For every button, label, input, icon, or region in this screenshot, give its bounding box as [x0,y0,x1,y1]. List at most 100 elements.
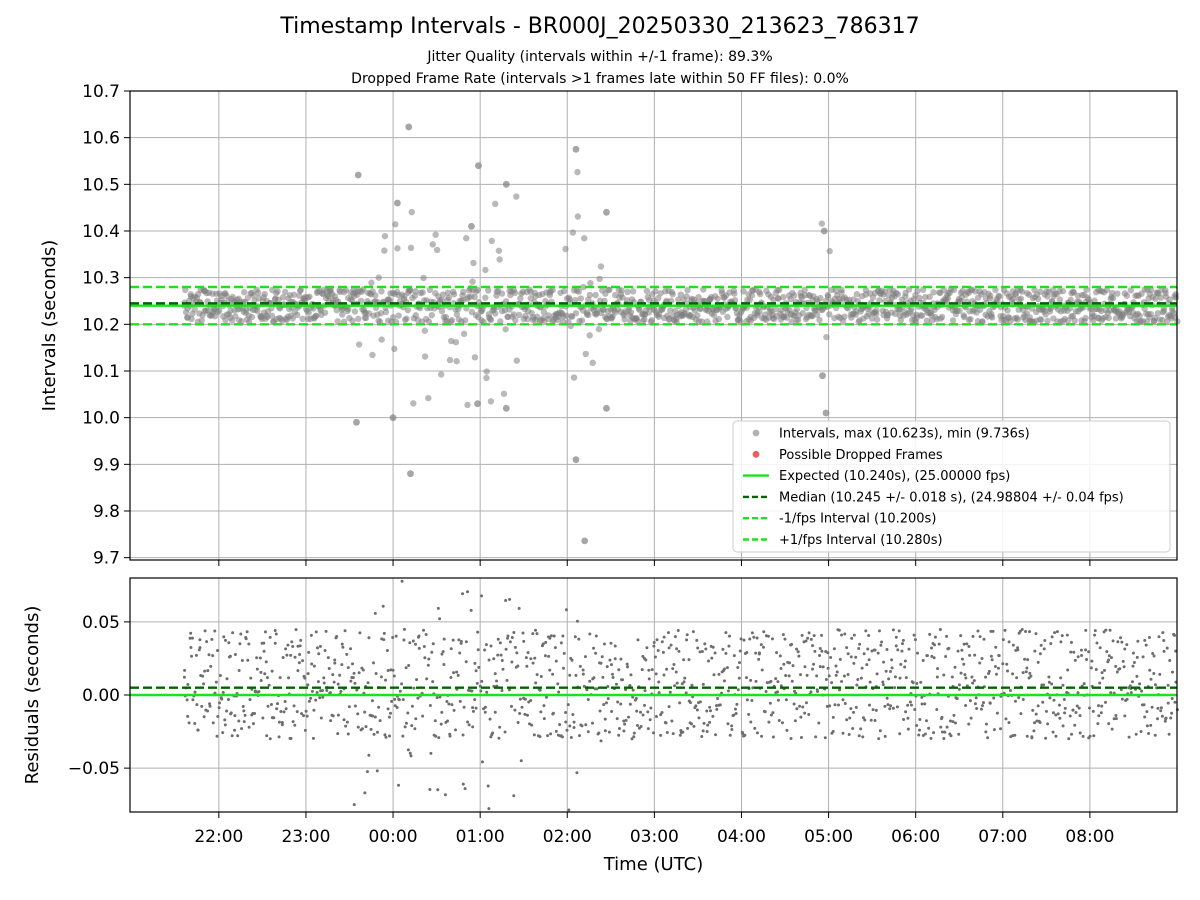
residual-point [749,720,753,724]
interval-point [923,317,931,324]
x-tick-label: 05:00 [804,827,853,847]
residual-point [312,708,316,712]
interval-point [597,263,605,270]
residual-point [367,753,371,757]
interval-point [289,315,296,322]
residual-point [259,679,263,683]
residual-point [1050,682,1054,686]
interval-point [577,295,585,302]
residual-point [1073,658,1077,662]
residual-point [464,660,468,664]
residual-point [1148,668,1152,672]
residual-point [890,658,894,662]
residual-point [364,725,368,729]
interval-point [561,287,568,295]
residual-point [639,724,643,728]
residual-point [1032,729,1036,733]
residual-point [592,646,596,650]
residual-point [247,642,251,646]
residual-point [518,711,522,715]
residual-point [641,654,645,658]
residual-point [943,730,947,734]
residual-point [734,711,738,715]
residual-point [609,641,613,645]
residual-point [1110,727,1114,731]
residual-point [717,672,721,676]
interval-point [621,316,628,323]
residual-point [925,654,929,658]
residual-point [956,649,960,653]
residual-point [615,717,619,721]
residual-point [988,701,992,705]
residual-point [968,699,972,703]
residual-point [414,642,418,646]
residual-point [682,680,686,684]
residual-point [253,712,257,716]
residual-point [390,699,394,703]
interval-outlier-point [389,414,397,422]
residual-point [1013,733,1017,737]
residual-point [676,628,680,632]
residual-point [1173,633,1177,637]
interval-point [698,318,705,325]
residual-point [613,644,617,648]
interval-point [652,288,659,295]
residual-point [755,636,759,640]
residual-point [703,642,707,646]
residual-point [1007,640,1011,644]
residual-point [548,636,552,640]
residual-point [909,703,913,707]
residual-point [635,709,639,713]
interval-point [496,256,503,263]
residual-point [1166,701,1170,705]
residual-point [387,715,391,719]
interval-outlier-point [354,171,362,179]
residual-point [1141,655,1145,659]
residual-point [1024,670,1028,674]
residual-point [1169,716,1173,720]
residual-point [630,737,634,741]
interval-point [549,287,556,294]
residual-point [338,673,342,677]
residual-point [775,690,779,694]
residual-point [680,682,684,686]
interval-point [826,247,833,255]
legend-marker [752,450,760,458]
residual-point [657,680,661,684]
residual-point [318,644,322,648]
residual-point [435,696,439,700]
residual-point [233,653,237,657]
residual-point [777,718,781,722]
residual-point [818,654,822,658]
residual-point [412,686,416,690]
residual-point [373,715,377,719]
interval-point [926,293,933,301]
residual-point [445,699,449,703]
residual-point [477,665,481,669]
interval-point [464,401,471,409]
residual-point [804,701,808,705]
interval-point [378,288,385,295]
residual-point [602,642,606,646]
residual-point [1044,736,1048,740]
residual-point [604,701,608,705]
interval-point [517,295,524,302]
residual-point [1041,683,1045,687]
residual-point [609,663,613,667]
residual-point [544,640,548,644]
residual-point [779,666,783,670]
residual-point [876,651,880,655]
residual-point [343,629,347,633]
interval-point [407,287,414,294]
residual-point [492,657,496,661]
interval-point [606,286,613,294]
residual-point [222,635,226,639]
residual-point [281,656,285,660]
x-tick-label: 01:00 [456,827,505,847]
residual-point [571,712,575,716]
interval-point [949,317,957,324]
residual-point [657,691,661,695]
intervals-y-tick-label: 9.9 [93,455,120,475]
residual-point [1170,670,1174,674]
residual-point [551,711,555,715]
